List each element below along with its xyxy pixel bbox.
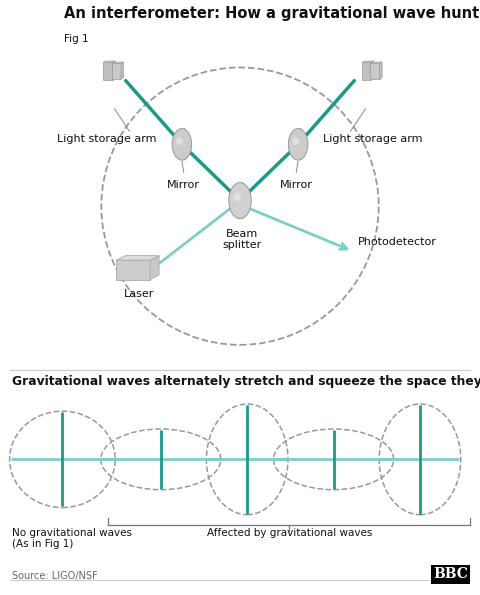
Ellipse shape bbox=[288, 129, 308, 160]
Text: Affected by gravitational waves: Affected by gravitational waves bbox=[206, 528, 372, 538]
Polygon shape bbox=[371, 62, 382, 64]
Text: Mirror: Mirror bbox=[280, 180, 312, 190]
Text: Source: LIGO/NSF: Source: LIGO/NSF bbox=[12, 571, 97, 581]
Polygon shape bbox=[372, 61, 374, 80]
Polygon shape bbox=[362, 62, 372, 80]
Ellipse shape bbox=[183, 129, 186, 160]
Text: BBC: BBC bbox=[433, 568, 468, 581]
Polygon shape bbox=[380, 62, 382, 79]
Text: An interferometer: How a gravitational wave hunter works: An interferometer: How a gravitational w… bbox=[64, 5, 480, 21]
Ellipse shape bbox=[240, 183, 245, 218]
Text: Laser: Laser bbox=[124, 289, 154, 299]
Polygon shape bbox=[116, 256, 159, 260]
Text: Light storage arm: Light storage arm bbox=[324, 134, 423, 144]
Polygon shape bbox=[371, 64, 380, 79]
Ellipse shape bbox=[292, 137, 299, 145]
Text: Beam
splitter: Beam splitter bbox=[222, 228, 262, 250]
Polygon shape bbox=[150, 256, 159, 280]
Ellipse shape bbox=[172, 129, 192, 160]
Polygon shape bbox=[104, 62, 113, 80]
Ellipse shape bbox=[233, 192, 241, 202]
Text: Photodetector: Photodetector bbox=[358, 237, 437, 247]
Text: Fig 1: Fig 1 bbox=[64, 34, 88, 44]
Text: Light storage arm: Light storage arm bbox=[57, 134, 156, 144]
Polygon shape bbox=[121, 62, 123, 79]
Ellipse shape bbox=[176, 137, 183, 145]
Text: Mirror: Mirror bbox=[168, 180, 200, 190]
Text: Gravitational waves alternately stretch and squeeze the space they pass through: Gravitational waves alternately stretch … bbox=[12, 375, 480, 389]
Polygon shape bbox=[116, 260, 150, 280]
Polygon shape bbox=[112, 64, 121, 79]
Ellipse shape bbox=[299, 129, 302, 160]
Text: No gravitational waves
(As in Fig 1): No gravitational waves (As in Fig 1) bbox=[12, 528, 132, 550]
Polygon shape bbox=[113, 61, 115, 80]
Polygon shape bbox=[362, 61, 374, 62]
Text: BBC: BBC bbox=[433, 568, 468, 581]
Ellipse shape bbox=[229, 183, 251, 218]
Polygon shape bbox=[112, 62, 123, 64]
Polygon shape bbox=[104, 61, 115, 62]
